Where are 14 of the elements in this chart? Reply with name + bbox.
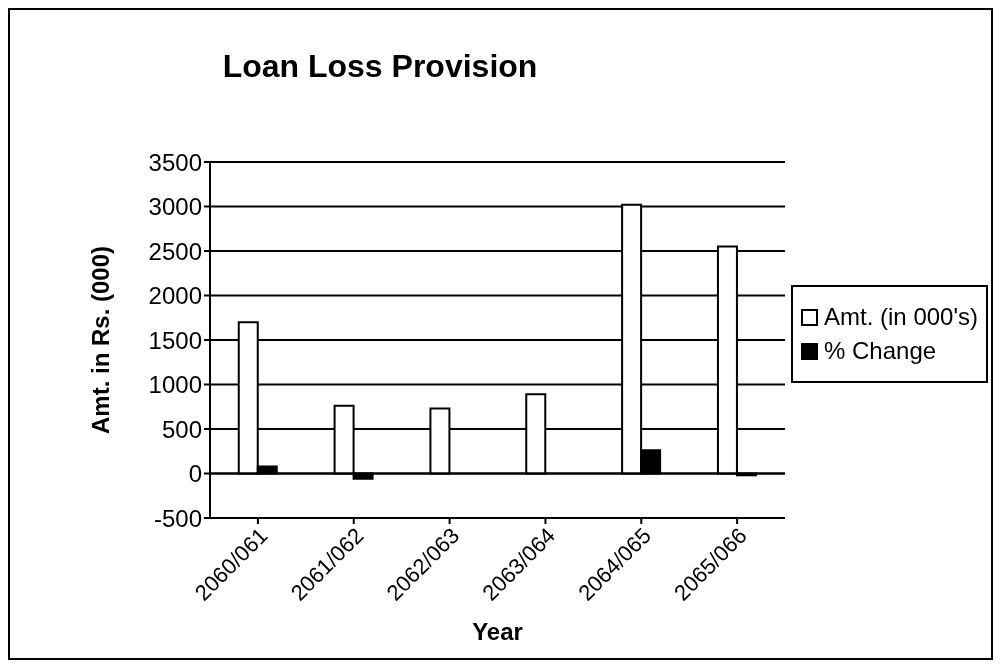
- legend-label: Amt. (in 000's): [824, 303, 978, 331]
- chart-title: Loan Loss Provision: [221, 48, 539, 85]
- y-tick-label: 1500: [148, 326, 202, 354]
- y-tick-label: 0: [188, 460, 202, 488]
- y-tick-label: 2500: [148, 237, 202, 265]
- y-tick-label: 3500: [148, 148, 202, 176]
- y-axis-title: Amt. in Rs. (000): [86, 245, 114, 435]
- y-tick-label: 3000: [148, 193, 202, 221]
- y-tick-label: 500: [161, 415, 202, 443]
- y-tick-label: -500: [153, 504, 202, 532]
- y-tick-label: 1000: [148, 371, 202, 399]
- legend-label: % Change: [824, 337, 937, 365]
- x-axis-title: Year: [472, 618, 523, 645]
- y-tick-label: 2000: [148, 282, 202, 310]
